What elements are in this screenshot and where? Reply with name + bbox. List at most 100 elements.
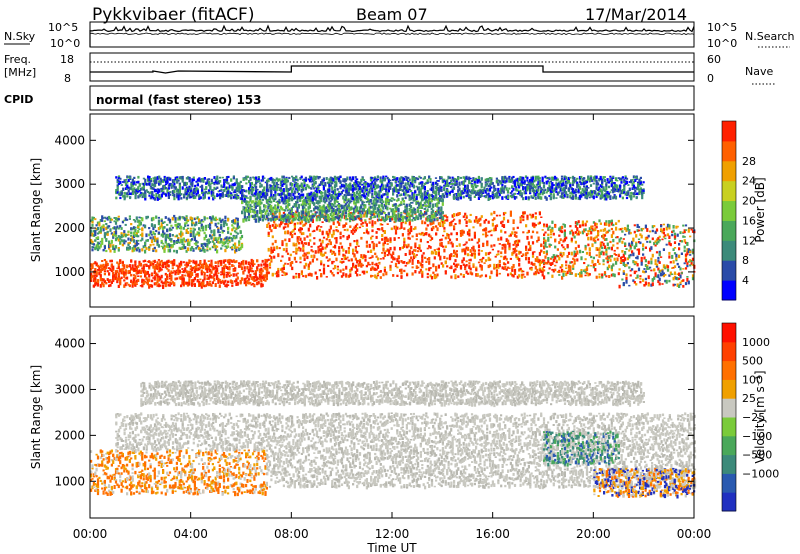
heatmap-cell	[332, 229, 335, 232]
heatmap-cell	[184, 281, 187, 285]
heatmap-cell	[687, 228, 690, 233]
heatmap-cell	[425, 200, 428, 203]
heatmap-cell	[378, 214, 381, 218]
heatmap-cell	[198, 234, 201, 237]
heatmap-cell	[214, 188, 217, 190]
heatmap-cell	[220, 219, 223, 223]
heatmap-cell	[336, 204, 339, 207]
nsky-trace	[89, 24, 695, 47]
heatmap-cell	[94, 280, 97, 284]
heatmap-cell	[533, 272, 536, 276]
heatmap-cell	[427, 202, 431, 206]
heatmap-cell	[113, 247, 116, 251]
heatmap-cell	[458, 220, 461, 225]
heatmap-cell	[253, 276, 256, 279]
heatmap-cell	[245, 200, 248, 204]
heatmap-cell	[203, 260, 206, 265]
heatmap-cell	[655, 263, 659, 268]
heatmap-cell	[171, 263, 174, 267]
heatmap-cell	[134, 234, 137, 237]
heatmap-cell	[411, 213, 414, 216]
heatmap-cell	[372, 245, 375, 249]
heatmap-cell	[311, 213, 314, 215]
heatmap-cell	[298, 246, 301, 249]
heatmap-cell	[311, 201, 314, 205]
heatmap-cell	[196, 267, 199, 271]
heatmap-cell	[114, 234, 118, 237]
heatmap-cell	[561, 268, 564, 273]
heatmap-cell	[286, 199, 289, 204]
heatmap-cell	[224, 284, 227, 287]
heatmap-cell	[120, 239, 123, 242]
heatmap-cell	[381, 223, 384, 226]
heatmap-cell	[576, 221, 579, 226]
heatmap-cell	[559, 226, 562, 230]
heatmap-cell	[119, 281, 122, 286]
heatmap-cell	[275, 215, 278, 219]
heatmap-cell	[198, 263, 201, 267]
heatmap-cell	[167, 259, 170, 263]
heatmap-cell	[558, 256, 561, 261]
heatmap-cell	[371, 212, 374, 214]
heatmap-cell	[119, 277, 122, 281]
heatmap-cell	[105, 232, 108, 236]
heatmap-cell	[385, 200, 388, 204]
heatmap-cell	[465, 270, 468, 274]
heatmap-cell	[408, 219, 411, 222]
heatmap-cell	[364, 219, 367, 222]
heatmap-cell	[102, 226, 105, 229]
heatmap-cell	[149, 230, 152, 234]
heatmap-cell	[572, 264, 575, 268]
heatmap-cell	[325, 276, 328, 278]
heatmap-cell	[379, 211, 382, 214]
heatmap-cell	[411, 211, 414, 214]
heatmap-cell	[574, 231, 577, 234]
heatmap-cell	[595, 226, 598, 229]
heatmap-cell	[583, 228, 586, 233]
heatmap-cell	[188, 273, 191, 276]
heatmap-cell	[232, 273, 235, 276]
heatmap-cell	[462, 249, 465, 252]
heatmap-cell	[152, 248, 155, 252]
heatmap-cell	[599, 222, 602, 225]
heatmap-cell	[101, 264, 104, 268]
heatmap-cell	[390, 254, 393, 259]
heatmap-cell	[525, 224, 528, 228]
heatmap-cell	[112, 275, 115, 278]
heatmap-cell	[439, 239, 442, 242]
heatmap-cell	[385, 205, 388, 210]
heatmap-cell	[105, 266, 108, 270]
heatmap-cell	[371, 241, 374, 244]
heatmap-cell	[690, 228, 693, 231]
heatmap-cell	[347, 274, 350, 278]
heatmap-cell	[138, 193, 141, 198]
heatmap-cell	[482, 233, 485, 236]
heatmap-cell	[268, 218, 271, 220]
heatmap-cell	[210, 259, 213, 263]
heatmap-cell	[123, 239, 126, 243]
heatmap-cell	[213, 237, 216, 242]
heatmap-cell	[684, 229, 688, 231]
heatmap-cell	[508, 267, 511, 269]
heatmap-cell	[153, 268, 156, 271]
heatmap-cell	[386, 206, 389, 211]
heatmap-cell	[103, 270, 106, 273]
heatmap-cell	[137, 246, 140, 250]
heatmap-cell	[588, 247, 591, 252]
heatmap-cell	[144, 196, 147, 198]
heatmap-cell	[651, 278, 654, 282]
heatmap-cell	[108, 267, 111, 269]
heatmap-cell	[430, 218, 433, 223]
heatmap-cell	[162, 282, 165, 285]
heatmap-cell	[446, 257, 449, 260]
heatmap-cell	[403, 244, 406, 248]
heatmap-cell	[234, 236, 237, 240]
heatmap-cell	[317, 215, 320, 219]
heatmap-cell	[270, 209, 273, 212]
heatmap-cell	[90, 273, 93, 276]
heatmap-cell	[214, 179, 217, 184]
heatmap-cell	[325, 215, 328, 218]
heatmap-cell	[373, 215, 377, 218]
heatmap-cell	[583, 269, 586, 272]
heatmap-cell	[199, 283, 202, 287]
